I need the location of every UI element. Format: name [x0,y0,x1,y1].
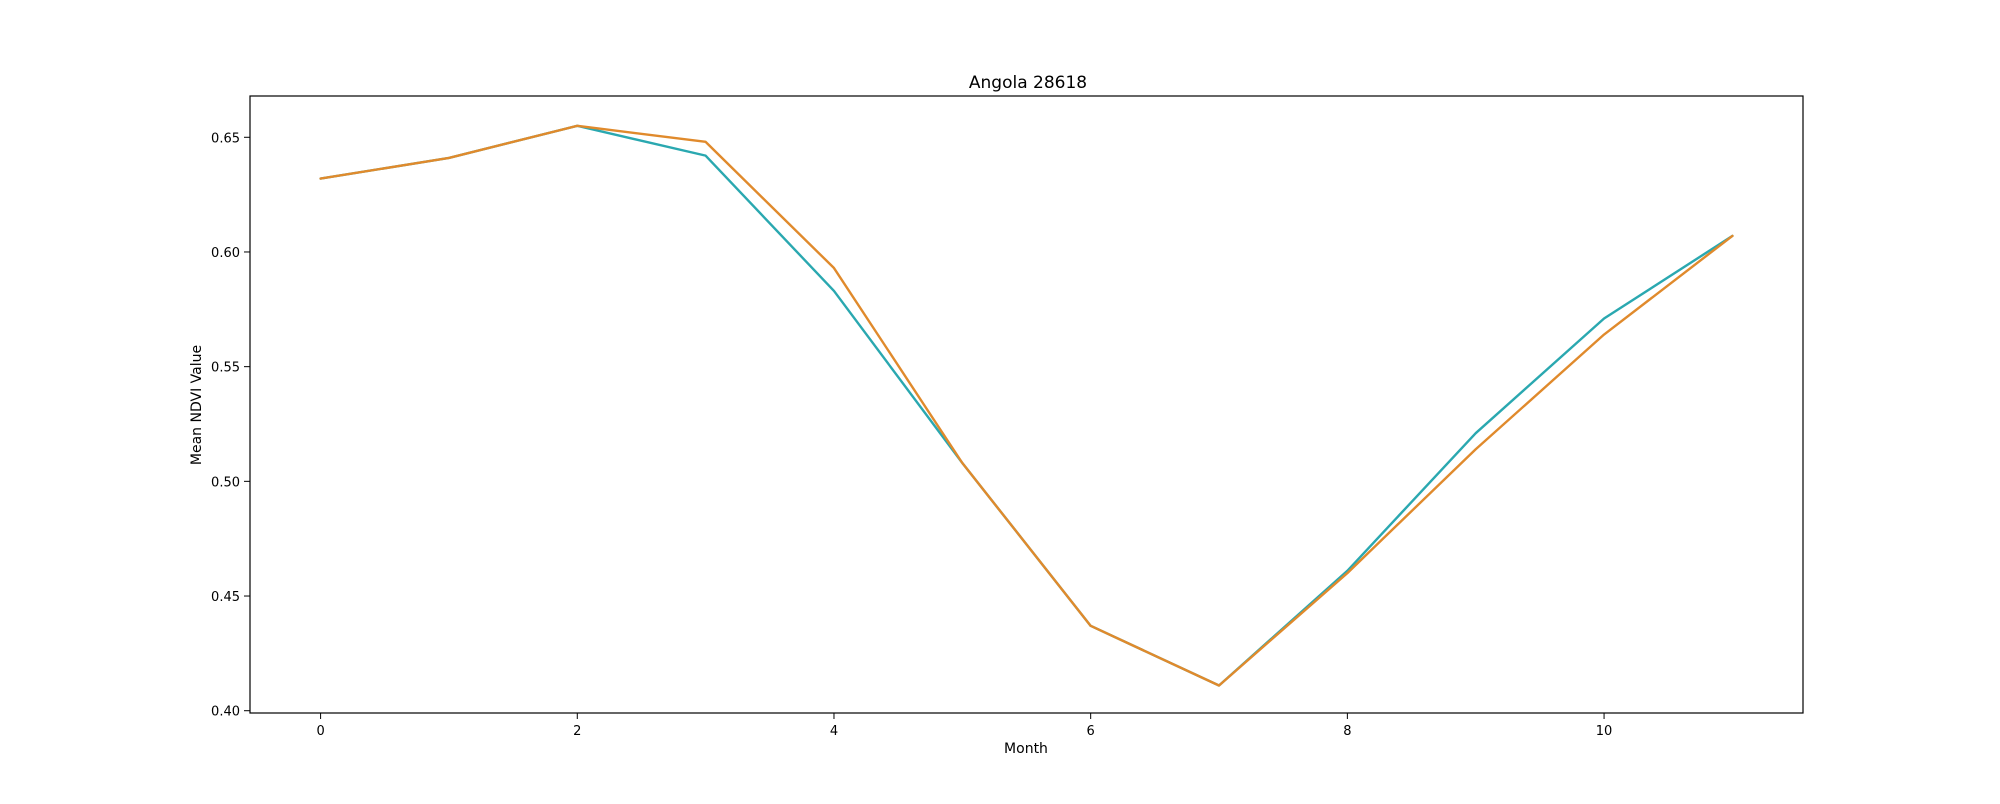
series-1-point [833,290,835,292]
series-line-2 [319,124,1734,687]
x-tick-label: 2 [573,724,581,739]
y-tick-label: 0.65 [211,131,240,146]
series-2-point [833,267,835,269]
series-2-point [1731,235,1734,237]
x-tick-label: 0 [316,724,324,739]
plot-frame [249,95,1804,714]
series-2-point [1603,333,1605,336]
series-2-point [1218,684,1220,687]
series-2-point [961,462,964,464]
series-1-point [1474,432,1477,434]
x-tick-label: 8 [1343,724,1351,739]
series-2-point [1346,572,1349,574]
series-layer [319,124,1734,687]
x-axis-label: Month [1004,741,1048,757]
y-tick-label: 0.60 [211,246,240,261]
x-tick-label: 10 [1596,724,1613,739]
y-tick-label: 0.40 [211,705,240,720]
x-tick-label: 6 [1087,724,1095,739]
y-tick-label: 0.55 [211,361,240,376]
series-2-point [576,125,579,127]
series-1-point [1603,317,1605,320]
series-2-point [1089,625,1092,627]
x-axis: 0 2 4 6 8 10 [316,713,1612,739]
series-2-point [319,177,322,180]
y-tick-label: 0.50 [211,475,240,490]
series-1-point [704,154,707,157]
series-2-point [448,157,450,159]
x-tick-label: 4 [830,724,838,739]
chart-title: Angola 28618 [969,73,1087,93]
y-axis: 0.40 0.45 0.50 0.55 0.60 0.65 [211,131,250,720]
series-2-point [1474,448,1477,451]
y-tick-label: 0.45 [211,590,240,605]
y-axis-label: Mean NDVI Value [189,345,205,465]
series-2-point [704,141,707,143]
